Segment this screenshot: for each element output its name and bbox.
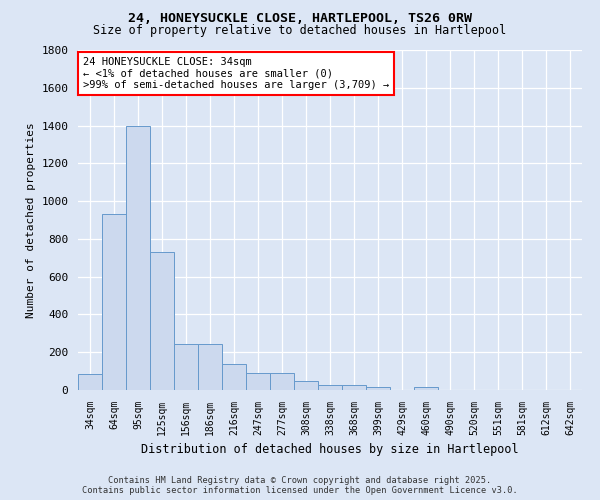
- Text: Contains HM Land Registry data © Crown copyright and database right 2025.
Contai: Contains HM Land Registry data © Crown c…: [82, 476, 518, 495]
- Bar: [198, 344, 222, 390]
- Bar: [150, 252, 174, 390]
- Bar: [102, 214, 126, 390]
- Bar: [366, 387, 390, 390]
- Bar: [222, 364, 246, 390]
- Text: 24, HONEYSUCKLE CLOSE, HARTLEPOOL, TS26 0RW: 24, HONEYSUCKLE CLOSE, HARTLEPOOL, TS26 …: [128, 12, 472, 26]
- Bar: [342, 386, 366, 390]
- Bar: [270, 373, 294, 390]
- Y-axis label: Number of detached properties: Number of detached properties: [26, 122, 36, 318]
- X-axis label: Distribution of detached houses by size in Hartlepool: Distribution of detached houses by size …: [141, 444, 519, 456]
- Bar: [414, 387, 438, 390]
- Bar: [126, 126, 150, 390]
- Bar: [318, 386, 342, 390]
- Bar: [174, 344, 198, 390]
- Text: Size of property relative to detached houses in Hartlepool: Size of property relative to detached ho…: [94, 24, 506, 37]
- Bar: [246, 373, 270, 390]
- Text: 24 HONEYSUCKLE CLOSE: 34sqm
← <1% of detached houses are smaller (0)
>99% of sem: 24 HONEYSUCKLE CLOSE: 34sqm ← <1% of det…: [83, 57, 389, 90]
- Bar: [294, 380, 318, 390]
- Bar: [78, 374, 102, 390]
